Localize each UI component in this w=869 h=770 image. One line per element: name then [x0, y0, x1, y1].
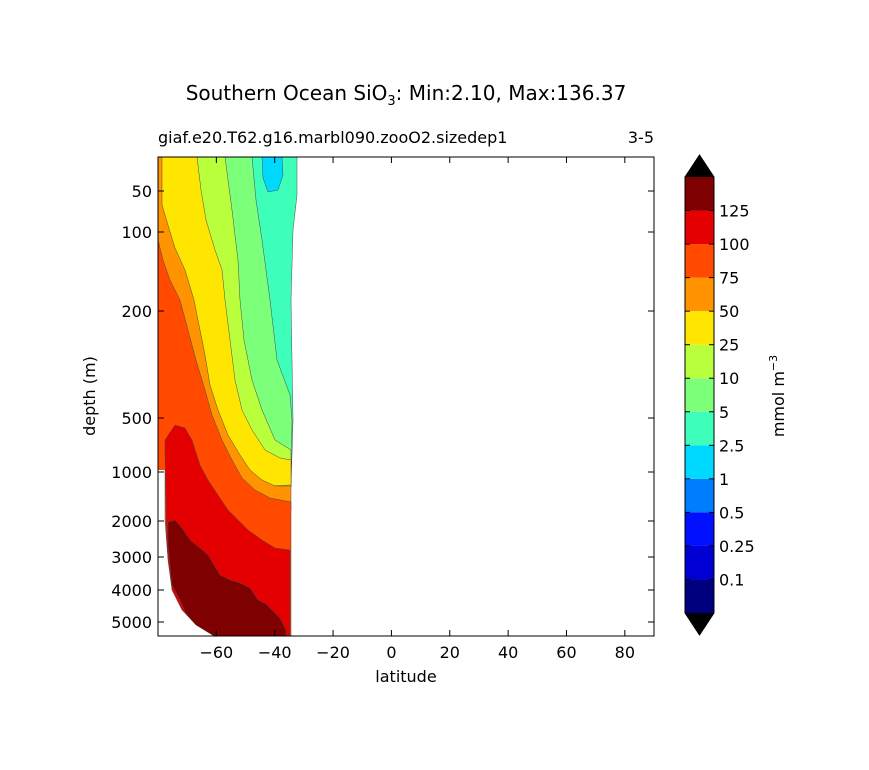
contour-lines — [164, 470, 215, 637]
colorbar-segment — [685, 478, 714, 513]
colorbar-tick-label: 10 — [719, 369, 739, 388]
colorbar-segment — [685, 411, 714, 446]
y-tick-label: 5000 — [111, 613, 152, 632]
colorbar-segment — [685, 311, 714, 345]
chart-subtitle-right: 3-5 — [628, 128, 654, 147]
colorbar-tick-label: 50 — [719, 302, 739, 321]
y-tick-label: 2000 — [111, 512, 152, 531]
x-tick-label: 40 — [498, 643, 518, 662]
region-over-125 — [167, 519, 287, 637]
colorbar-extend-min — [685, 613, 714, 635]
colorbar-tick-label: 0.5 — [719, 503, 744, 522]
colorbar-tick-label: 125 — [719, 202, 750, 221]
colorbar-segment — [685, 244, 714, 278]
colorbar-segment — [685, 378, 714, 412]
colorbar-extend-max — [685, 155, 714, 177]
colorbar-segment — [685, 545, 714, 580]
colorbar-segment — [685, 344, 714, 379]
x-tick-label: 60 — [556, 643, 576, 662]
colorbar-segment — [685, 210, 714, 245]
colorbar-tick-label: 5 — [719, 403, 729, 422]
colorbar-tick-label: 2.5 — [719, 436, 744, 455]
y-tick-label: 1000 — [111, 463, 152, 482]
x-tick-label: 0 — [386, 643, 396, 662]
plot-frame — [157, 156, 655, 637]
x-tick-label: −60 — [199, 643, 233, 662]
y-tick-label: 3000 — [111, 548, 152, 567]
colorbar-segment — [685, 177, 714, 211]
x-axis-label: latitude — [375, 667, 436, 686]
colorbar-tick-label: 0.1 — [719, 570, 744, 589]
colorbar-tick-label: 75 — [719, 269, 739, 288]
colorbar-segment — [685, 277, 714, 312]
x-axis: −60 −40 −20 0 20 40 60 80 — [199, 157, 635, 662]
y-axis: 50 100 200 500 1000 2000 3000 4000 5000 — [111, 182, 654, 632]
x-tick-label: −20 — [316, 643, 350, 662]
contour-fills — [157, 156, 298, 637]
x-tick-label: 20 — [440, 643, 460, 662]
y-tick-label: 500 — [121, 409, 152, 428]
title-subscript: 3 — [387, 94, 395, 109]
y-tick-label: 200 — [121, 302, 152, 321]
colorbar-segment — [685, 579, 714, 613]
chart-subtitle-left: giaf.e20.T62.g16.marbl090.zooO2.sizedep1 — [158, 128, 507, 147]
x-tick-label: −40 — [258, 643, 292, 662]
y-tick-label: 50 — [132, 182, 152, 201]
colorbar-tick-label: 1 — [719, 470, 729, 489]
colorbar-tick-label: 25 — [719, 336, 739, 355]
y-tick-label: 4000 — [111, 581, 152, 600]
colorbar-label: mmol m−3 — [767, 355, 788, 437]
colorbar-tick-label: 0.25 — [719, 537, 755, 556]
colorbar-tick-label: 100 — [719, 235, 750, 254]
colorbar-label-superscript: −3 — [767, 355, 780, 371]
chart-title: Southern Ocean SiO3: Min:2.10, Max:136.3… — [186, 81, 627, 109]
colorbar-outline — [684, 154, 715, 636]
colorbar: 0.1 0.25 0.5 1 2.5 5 10 25 50 75 100 125 — [684, 154, 755, 636]
colorbar-segment — [685, 445, 714, 479]
x-tick-label: 80 — [615, 643, 635, 662]
ocean-bottom-mask — [158, 470, 214, 636]
y-axis-label: depth (m) — [80, 356, 99, 436]
colorbar-segment — [685, 512, 714, 546]
bathymetry-edge — [164, 470, 215, 637]
y-tick-label: 100 — [121, 223, 152, 242]
